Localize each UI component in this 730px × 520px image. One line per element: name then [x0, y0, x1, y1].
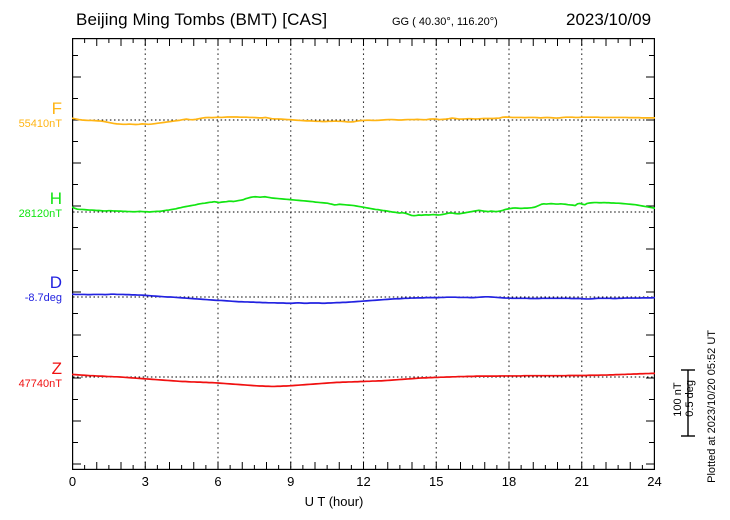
scale-bar-nt: 100 nT: [672, 382, 684, 417]
x-tick-label-9: 9: [287, 474, 295, 489]
component-baseline-f: 55410nT: [18, 118, 62, 130]
scale-bar-caption: 100 nT 0.5 deg: [672, 380, 696, 422]
scale-bar-deg: 0.5 deg: [684, 380, 696, 417]
component-baseline-h: 28120nT: [18, 208, 62, 220]
station-title: Beijing Ming Tombs (BMT) [CAS]: [76, 10, 328, 29]
x-tick-label-3: 3: [141, 474, 149, 489]
component-symbol-d: D: [49, 273, 62, 292]
component-symbol-f: F: [51, 99, 62, 118]
x-tick-label-18: 18: [501, 474, 517, 489]
x-tick-label-6: 6: [214, 474, 222, 489]
x-tick-label-15: 15: [429, 474, 444, 489]
plot-canvas: [72, 38, 655, 470]
x-axis-title-text: U T (hour): [304, 494, 364, 509]
component-label-d: D -8.7deg: [0, 274, 62, 305]
geographic-coordinates: GG ( 40.30°, 116.20°): [392, 16, 498, 28]
x-tick-label-24: 24: [647, 474, 662, 489]
component-baseline-d: -8.7deg: [24, 292, 62, 304]
component-baseline-z: 47740nT: [18, 378, 62, 390]
plotted-at-text: Plotted at 2023/10/20 05:52 UT: [706, 330, 718, 483]
component-symbol-z: Z: [51, 359, 62, 378]
component-label-z: Z 47740nT: [0, 360, 62, 391]
plotted-at-timestamp: Plotted at 2023/10/20 05:52 UT: [706, 330, 718, 488]
x-axis-tick-labels: 0 3 6 9 12 15 18 21 24: [68, 474, 662, 492]
component-label-h: H 28120nT: [0, 190, 62, 221]
scale-bar: [680, 368, 696, 438]
scale-bar-glyph: [681, 369, 695, 437]
magnetogram-plot: [72, 38, 655, 470]
x-tick-label-21: 21: [574, 474, 589, 489]
component-symbol-h: H: [49, 189, 62, 208]
x-axis-title: U T (hour): [0, 494, 730, 509]
scale-bar-caption-text: 100 nT 0.5 deg: [672, 380, 696, 417]
component-label-f: F 55410nT: [0, 100, 62, 131]
observation-date: 2023/10/09: [566, 10, 652, 29]
x-tick-label-12: 12: [356, 474, 371, 489]
x-tick-label-0: 0: [68, 474, 77, 489]
